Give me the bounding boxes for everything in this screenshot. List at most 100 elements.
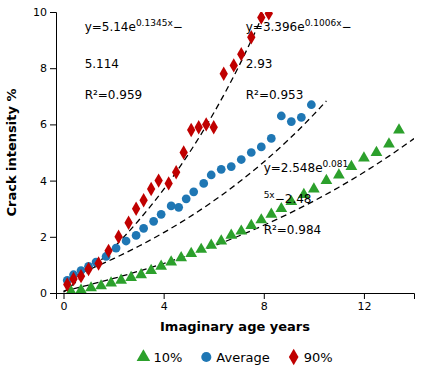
point: [205, 238, 217, 248]
annotation-superscript: 0.081: [323, 159, 349, 169]
point: [237, 155, 246, 164]
point: [257, 143, 266, 152]
point: [333, 168, 345, 178]
point: [307, 100, 316, 109]
tick-label: 2: [40, 231, 47, 244]
point: [125, 271, 137, 281]
annotation-text: −: [341, 20, 351, 34]
fit-line: [64, 13, 264, 292]
tick: 4: [40, 175, 56, 188]
point: [149, 217, 158, 226]
tick: 8: [261, 293, 268, 313]
legend: 10% Average 90%: [137, 349, 333, 366]
point: [297, 113, 306, 122]
annotation: 5.114: [85, 57, 119, 71]
legend-item: 90%: [289, 349, 333, 366]
legend-label: Average: [216, 350, 269, 365]
point: [235, 224, 247, 234]
annotation-text: R²=0.959: [85, 88, 143, 102]
y-axis: 0 2 4 6 8 10: [33, 6, 57, 300]
tick: 10: [33, 6, 56, 19]
point: [115, 274, 127, 284]
y-axis-title: Crack intensity %: [4, 88, 19, 216]
tick-mark: [64, 293, 65, 299]
annotation-superscript: 5x: [264, 190, 276, 200]
point: [371, 146, 383, 156]
point: [154, 173, 162, 187]
legend-item: 10%: [137, 349, 183, 364]
point: [139, 224, 148, 233]
tick: 0: [61, 293, 68, 313]
fit-line: [64, 139, 414, 291]
point: [217, 165, 226, 174]
point: [182, 194, 191, 203]
point: [230, 58, 238, 72]
annotation-superscript: 0.1006x: [305, 18, 342, 28]
tick: 6: [40, 118, 56, 131]
point: [265, 12, 273, 21]
point: [147, 182, 155, 196]
point: [135, 268, 147, 278]
tick: 8: [40, 62, 56, 75]
point: [237, 47, 245, 61]
point: [215, 234, 227, 244]
point: [265, 208, 277, 218]
point: [220, 67, 228, 81]
annotation: R²=0.959: [85, 88, 143, 102]
point: [69, 272, 77, 286]
annotation-text: −2.48: [275, 192, 312, 206]
tick-label: 10: [33, 6, 47, 19]
point: [180, 145, 188, 159]
tick-label: 12: [357, 300, 371, 313]
annotation-text: y=2.548e: [264, 161, 323, 175]
tick-label: 4: [161, 300, 168, 313]
annotation-text: R²=0.984: [264, 223, 322, 237]
annotation-superscript: 0.1345x: [136, 18, 173, 28]
tick-mark: [50, 68, 56, 69]
point: [358, 151, 370, 161]
tick-label: 4: [40, 175, 47, 188]
tick: 2: [40, 231, 56, 244]
point: [393, 123, 405, 133]
tick: 4: [161, 293, 168, 313]
point: [167, 202, 176, 211]
marks: [63, 12, 414, 293]
annotation-text: y=3.396e: [246, 20, 305, 34]
tick-label: 6: [40, 118, 47, 131]
point: [95, 279, 107, 289]
point: [175, 251, 187, 261]
tick: 0: [40, 287, 56, 300]
legend-marker: [289, 349, 299, 366]
point: [132, 231, 141, 240]
plot: 048120246810y=5.14e0.1345x−5.114R²=0.959…: [33, 6, 415, 313]
tick-mark: [50, 237, 56, 238]
legend-label: 10%: [153, 350, 182, 365]
point: [277, 112, 286, 121]
point: [225, 229, 237, 239]
annotation: y=3.396e0.1006x−: [246, 18, 352, 34]
point: [187, 123, 195, 137]
axis-line: [57, 294, 415, 300]
annotation: 5x−2.48: [264, 190, 312, 206]
point: [245, 219, 257, 229]
point: [165, 255, 177, 265]
point: [267, 134, 276, 143]
x-axis: 0 4 8 12: [57, 293, 415, 313]
annotation-text: R²=0.953: [246, 88, 304, 102]
fit-line: [64, 101, 327, 280]
legend-marker: [137, 349, 151, 361]
point: [185, 247, 197, 257]
point: [210, 120, 218, 134]
point: [145, 264, 157, 274]
annotation: y=2.548e0.081: [264, 159, 349, 175]
point: [104, 244, 112, 258]
point: [195, 243, 207, 253]
tick-mark: [364, 293, 365, 299]
point: [75, 283, 87, 293]
point: [85, 281, 97, 291]
point: [174, 203, 183, 212]
point: [383, 137, 395, 147]
tick-mark: [50, 293, 56, 294]
tick-label: 0: [40, 287, 47, 300]
tick-mark: [164, 293, 165, 299]
